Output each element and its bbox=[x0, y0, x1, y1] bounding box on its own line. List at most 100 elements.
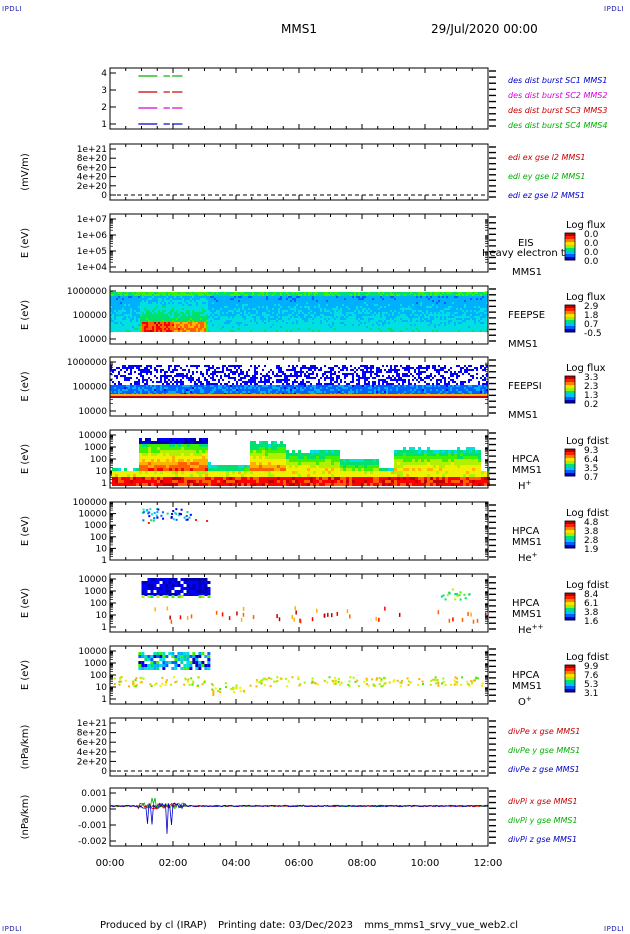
spectrogram-cell bbox=[196, 367, 198, 369]
spectrogram-cell bbox=[430, 326, 432, 328]
spectrogram-cell bbox=[398, 296, 400, 298]
spectrogram-cell bbox=[392, 328, 394, 330]
spectrogram-cell bbox=[334, 298, 336, 300]
spectrogram-cell bbox=[434, 312, 436, 314]
spectrogram-cell bbox=[156, 306, 158, 308]
spectrogram-cell bbox=[186, 310, 188, 312]
spectrogram-cell bbox=[304, 310, 306, 312]
spectrogram-cell bbox=[410, 326, 412, 328]
spectrogram-cell bbox=[144, 320, 146, 322]
spectrogram-cell bbox=[194, 304, 196, 306]
spectrogram-cell bbox=[476, 306, 478, 308]
spectrogram-cell bbox=[472, 296, 474, 298]
spectrogram-cell bbox=[286, 322, 288, 324]
spectrogram-cell bbox=[192, 377, 194, 379]
spectrogram-cell bbox=[372, 316, 374, 318]
spectrogram-cell bbox=[146, 367, 148, 369]
spectrogram-cell bbox=[418, 300, 420, 302]
spectrogram-cell bbox=[166, 296, 168, 298]
spectrogram-cell bbox=[180, 389, 182, 391]
spectrogram-cell bbox=[114, 316, 116, 318]
spectrogram-cell bbox=[146, 298, 148, 300]
spectrogram-cell bbox=[440, 298, 442, 300]
spectrogram-cell bbox=[460, 292, 462, 294]
spectrogram-cell bbox=[310, 292, 312, 294]
spectrogram-cell bbox=[266, 296, 268, 298]
spectrogram-cell bbox=[244, 330, 246, 332]
spectrogram-cell bbox=[370, 312, 372, 314]
spectrogram-cell bbox=[476, 330, 478, 332]
spectrogram-cell bbox=[178, 375, 180, 377]
spectrogram-cell bbox=[448, 304, 450, 306]
spectrogram-cell bbox=[214, 318, 216, 320]
spectrogram-cell bbox=[134, 298, 136, 300]
spectrogram-cell bbox=[356, 300, 358, 302]
spectrogram-cell bbox=[472, 292, 474, 294]
spectrogram-cell bbox=[332, 304, 334, 306]
spectrogram-cell bbox=[226, 328, 228, 330]
spectrogram-cell bbox=[210, 310, 212, 312]
spectrogram-cell bbox=[372, 308, 374, 310]
spectrogram-cell bbox=[456, 314, 458, 316]
spectrogram-cell bbox=[214, 304, 216, 306]
spectrogram-cell bbox=[358, 318, 360, 320]
spectrogram-cell bbox=[240, 298, 242, 300]
spectrogram-cell bbox=[280, 318, 282, 320]
spectrogram-cell bbox=[340, 308, 342, 310]
spectrogram-cell bbox=[120, 328, 122, 330]
spectrogram-cell bbox=[468, 300, 470, 302]
spectrogram-cell bbox=[192, 298, 194, 300]
spectrogram-cell bbox=[474, 326, 476, 328]
spectrogram-cell bbox=[442, 298, 444, 300]
spectrogram-cell bbox=[138, 294, 140, 296]
spectrogram-cell bbox=[160, 387, 162, 389]
spectrogram-cell bbox=[354, 320, 356, 322]
spectrogram-cell bbox=[176, 383, 178, 385]
spectrogram-cell bbox=[168, 385, 170, 387]
spectrogram-cell bbox=[308, 296, 310, 298]
spectrogram-cell bbox=[300, 304, 302, 306]
spectrogram-cell bbox=[406, 324, 408, 326]
spectrogram-cell bbox=[202, 326, 204, 328]
spectrogram-cell bbox=[324, 314, 326, 316]
spectrogram-cell bbox=[354, 302, 356, 304]
spectrogram-cell bbox=[230, 314, 232, 316]
spectrogram-cell bbox=[110, 326, 112, 328]
spectrogram-cell bbox=[122, 306, 124, 308]
spectrogram-cell bbox=[434, 308, 436, 310]
spectrogram-cell bbox=[142, 312, 144, 314]
spectrogram-cell bbox=[428, 316, 430, 318]
spectrogram-cell bbox=[290, 314, 292, 316]
spectrogram-cell bbox=[132, 394, 134, 396]
spectrogram-cell bbox=[358, 328, 360, 330]
spectrogram-cell bbox=[416, 316, 418, 318]
spectrogram-cell bbox=[378, 316, 380, 318]
spectrogram-cell bbox=[154, 367, 156, 369]
spectrogram-cell bbox=[278, 324, 280, 326]
spectrogram-cell bbox=[152, 302, 154, 304]
spectrogram-cell bbox=[420, 296, 422, 298]
spectrogram-cell bbox=[148, 387, 150, 389]
spectrogram-cell bbox=[404, 294, 406, 296]
spectrogram-cell bbox=[110, 389, 112, 391]
spectrogram-cell bbox=[198, 377, 200, 379]
spectrogram-cell bbox=[210, 302, 212, 304]
spectrogram-cell bbox=[212, 300, 214, 302]
spectrogram-cell bbox=[396, 328, 398, 330]
spectrogram-cell bbox=[460, 330, 462, 332]
spectrogram-cell bbox=[444, 324, 446, 326]
spectrogram-cell bbox=[352, 298, 354, 300]
spectrogram-cell bbox=[296, 310, 298, 312]
spectrogram-cell bbox=[312, 316, 314, 318]
spectrogram-cell bbox=[306, 316, 308, 318]
spectrogram-cell bbox=[268, 310, 270, 312]
spectrogram-cell bbox=[306, 306, 308, 308]
spectrogram-cell bbox=[256, 302, 258, 304]
spectrogram-cell bbox=[318, 312, 320, 314]
spectrogram-cell bbox=[320, 300, 322, 302]
spectrogram-cell bbox=[380, 312, 382, 314]
spectrogram-cell bbox=[380, 304, 382, 306]
spectrogram-cell bbox=[440, 302, 442, 304]
spectrogram-cell bbox=[206, 304, 208, 306]
spectrogram-cell bbox=[262, 314, 264, 316]
